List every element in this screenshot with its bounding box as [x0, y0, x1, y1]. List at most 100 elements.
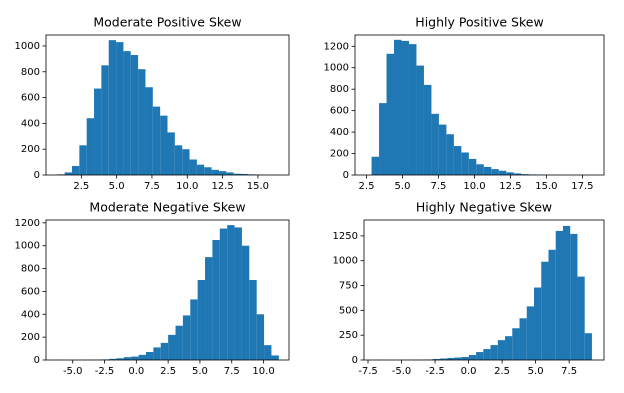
bar: [227, 225, 235, 360]
bar: [423, 84, 432, 175]
bar: [189, 159, 197, 175]
x-tick-label: 10.0: [463, 181, 485, 192]
bar: [152, 106, 161, 175]
y-tick-label: 0: [34, 170, 40, 181]
bar: [505, 336, 513, 360]
bar: [468, 355, 477, 360]
y-tick-label: 600: [21, 93, 40, 104]
y-tick-label: 1000: [15, 41, 40, 52]
bar: [212, 240, 220, 360]
bar: [577, 276, 585, 360]
y-tick-label: 400: [21, 118, 40, 129]
bar: [86, 118, 95, 175]
bar: [491, 169, 499, 175]
bar: [64, 172, 72, 175]
bar: [226, 172, 234, 175]
bar: [182, 149, 190, 175]
bar: [468, 158, 477, 175]
bar: [256, 314, 265, 360]
x-tick-label: 2.5: [494, 366, 510, 377]
x-tick-label: 2.5: [160, 366, 176, 377]
bar: [447, 358, 455, 360]
bar: [101, 65, 109, 175]
bar: [182, 315, 191, 360]
bar: [116, 42, 124, 176]
bar: [519, 318, 527, 360]
y-tick-label: 600: [21, 286, 40, 297]
y-tick-label: 1200: [324, 41, 349, 52]
bar: [497, 340, 506, 360]
bar: [541, 261, 549, 360]
y-tick-label: 200: [330, 149, 349, 160]
bar: [79, 145, 87, 175]
bar: [108, 40, 117, 176]
x-tick-label: -5.0: [63, 366, 83, 377]
y-tick-label: 600: [330, 106, 349, 117]
bar: [204, 167, 212, 175]
bar: [431, 113, 439, 175]
y-tick-label: 1000: [333, 256, 358, 267]
x-tick-label: 0.0: [461, 366, 477, 377]
bar: [526, 306, 535, 360]
bar: [483, 349, 491, 360]
x-tick-label: 12.5: [211, 181, 233, 192]
bar: [123, 51, 131, 176]
bar: [219, 228, 228, 360]
axes-frame: [354, 34, 605, 176]
bar: [160, 115, 168, 175]
bar: [490, 345, 498, 360]
bar: [521, 174, 529, 175]
x-tick-label: 5.0: [528, 366, 544, 377]
y-tick-label: 1200: [15, 218, 40, 229]
x-tick-label: 15.0: [247, 181, 269, 192]
y-tick-label: 200: [21, 332, 40, 343]
bar: [190, 299, 198, 360]
bar: [168, 334, 176, 360]
bar: [461, 357, 469, 360]
bar: [570, 233, 578, 360]
x-tick-label: -2.5: [95, 366, 115, 377]
bar: [196, 164, 205, 175]
x-tick-label: 2.5: [359, 181, 375, 192]
y-tick-label: 250: [339, 330, 358, 341]
x-tick-label: 10.0: [252, 366, 274, 377]
bar: [264, 345, 272, 360]
bar: [548, 249, 556, 360]
axes-frame: [363, 219, 605, 361]
y-tick-label: 0: [34, 355, 40, 366]
x-tick-label: 5.0: [395, 181, 411, 192]
x-tick-label: 10.0: [176, 181, 198, 192]
bar: [116, 358, 124, 360]
bar: [416, 65, 424, 175]
axes-frame: [45, 219, 290, 361]
y-tick-label: 400: [21, 309, 40, 320]
bar: [562, 225, 571, 360]
bar: [175, 325, 183, 360]
bar: [145, 352, 154, 360]
bar: [240, 173, 249, 175]
bar: [145, 87, 153, 175]
y-tick-label: 200: [21, 144, 40, 155]
subplot-title: Moderate Negative Skew: [89, 200, 245, 215]
x-tick-label: 5.0: [109, 181, 125, 192]
y-tick-label: 500: [339, 305, 358, 316]
bar: [138, 354, 146, 360]
bar: [371, 156, 380, 175]
bar: [401, 40, 409, 175]
bar: [167, 132, 175, 175]
bar: [241, 245, 250, 360]
x-tick-label: 7.5: [431, 181, 447, 192]
bar: [234, 227, 242, 360]
y-tick-label: 1000: [15, 241, 40, 252]
bar: [453, 146, 462, 175]
bar: [174, 145, 183, 175]
bar: [249, 280, 257, 360]
x-tick-label: 7.5: [144, 181, 160, 192]
bar: [160, 342, 169, 360]
bar: [555, 230, 563, 360]
bar: [205, 257, 213, 360]
bar: [211, 169, 219, 175]
x-tick-label: 0.0: [128, 366, 144, 377]
